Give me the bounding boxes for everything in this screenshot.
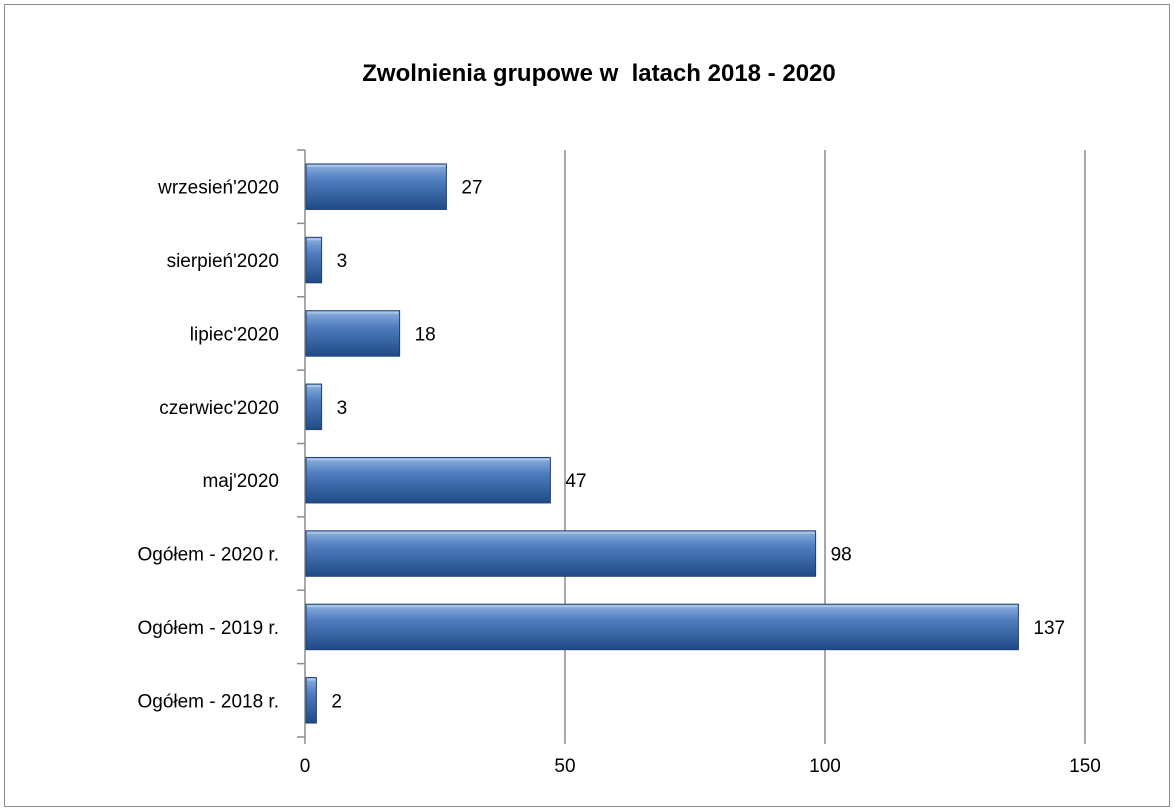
data-label: 3 [337,251,348,272]
axes [297,149,1086,744]
bar [305,677,317,724]
x-tick-label: 100 [809,756,841,777]
bar [305,310,401,357]
data-label: 2 [331,691,342,712]
bar-highlight [307,458,550,461]
category-label: Ogółem - 2019 r. [137,618,279,639]
data-label: 3 [337,398,348,419]
category-label: czerwiec'2020 [159,398,279,419]
bar [305,603,1019,651]
data-label: 137 [1033,618,1065,639]
category-label: maj'2020 [202,471,279,492]
bar-highlight [307,605,1018,608]
bar [305,530,817,577]
category-label: lipiec'2020 [190,324,279,345]
bar-highlight [307,385,321,388]
labels: 0 50 100 150 wrzesień'2020 27 sierpień'2020 3 li… [137,178,1100,777]
data-label: 98 [831,545,852,566]
bar [305,163,447,210]
bar [305,456,551,504]
x-tick-label: 150 [1069,756,1101,777]
bar-highlight [307,531,815,534]
chart-frame [4,4,1170,807]
data-label: 47 [565,471,586,492]
category-label: Ogółem - 2020 r. [137,545,279,566]
data-label: 18 [415,324,436,345]
x-tick-label: 0 [300,756,311,777]
bar-highlight [307,678,316,681]
category-label: sierpień'2020 [167,251,279,272]
x-tick-label: 50 [554,756,575,777]
data-label: 27 [461,178,482,199]
category-label: wrzesień'2020 [157,178,279,199]
bar-highlight [307,238,321,241]
bars [305,163,1019,724]
bar-highlight [307,164,446,167]
chart-title: Zwolnienia grupowe w latach 2018 - 2020 [362,60,836,87]
bar [305,236,323,284]
category-label: Ogółem - 2018 r. [137,691,279,712]
bar [305,383,323,431]
bar-highlight [307,311,399,314]
